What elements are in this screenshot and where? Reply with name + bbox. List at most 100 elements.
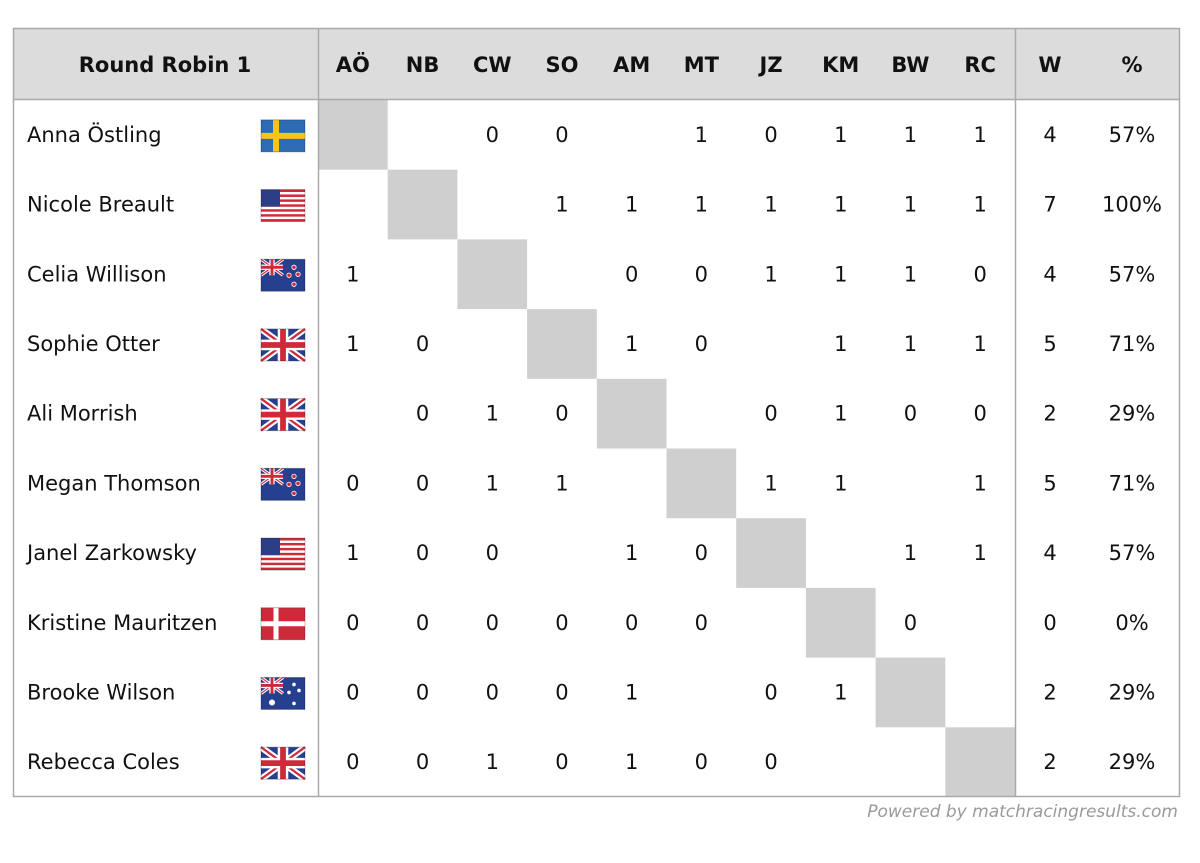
result-cell: 0 bbox=[346, 611, 359, 635]
result-cell: 0 bbox=[973, 262, 986, 286]
result-cell: 0 bbox=[416, 750, 429, 774]
result-cell: 1 bbox=[346, 332, 359, 356]
flag-shine bbox=[260, 119, 306, 153]
column-header: MT bbox=[684, 53, 720, 77]
result-cell: 0 bbox=[764, 123, 777, 147]
result-cell: 0 bbox=[555, 123, 568, 147]
result-cell: 1 bbox=[973, 332, 986, 356]
result-cell: 1 bbox=[695, 193, 708, 217]
result-cell: 0 bbox=[764, 750, 777, 774]
flag-star bbox=[291, 264, 297, 270]
flag-shine bbox=[260, 746, 306, 780]
result-cell: 1 bbox=[904, 262, 917, 286]
flag-star bbox=[269, 699, 275, 706]
percent-cell: 57% bbox=[1109, 541, 1156, 565]
flag-star bbox=[291, 473, 297, 479]
player-name: Kristine Mauritzen bbox=[27, 611, 217, 635]
self-cell bbox=[805, 587, 876, 658]
player-name: Nicole Breault bbox=[27, 193, 174, 217]
flag bbox=[260, 676, 306, 710]
player-name: Rebecca Coles bbox=[27, 750, 180, 774]
player-name: Sophie Otter bbox=[27, 332, 160, 356]
flag bbox=[260, 537, 306, 571]
flag bbox=[260, 607, 306, 641]
result-cell: 1 bbox=[973, 471, 986, 495]
result-cell: 1 bbox=[904, 332, 917, 356]
flag-stripe bbox=[261, 567, 305, 571]
result-cell: 1 bbox=[973, 123, 986, 147]
flag-canton bbox=[261, 538, 280, 556]
result-cell: 0 bbox=[625, 262, 638, 286]
percent-cell: 29% bbox=[1109, 680, 1156, 704]
result-cell: 0 bbox=[416, 611, 429, 635]
result-cell: 0 bbox=[904, 611, 917, 635]
flag-star bbox=[295, 271, 301, 277]
result-cell: 1 bbox=[904, 123, 917, 147]
flag-star bbox=[287, 690, 291, 695]
flag-shine bbox=[260, 676, 306, 710]
column-header: KM bbox=[822, 53, 859, 77]
result-cell: 0 bbox=[555, 680, 568, 704]
result-cell: 1 bbox=[834, 193, 847, 217]
wins-cell: 5 bbox=[1043, 471, 1056, 495]
flag bbox=[260, 467, 306, 501]
result-cell: 1 bbox=[834, 680, 847, 704]
flag-cross bbox=[261, 119, 305, 152]
flag bbox=[260, 257, 306, 292]
result-cell: 1 bbox=[834, 471, 847, 495]
result-cell: 1 bbox=[834, 402, 847, 426]
flag-cross-red bbox=[261, 677, 283, 694]
flag-cross-red bbox=[261, 259, 283, 276]
result-cell: 0 bbox=[416, 680, 429, 704]
footer: Powered by matchracingresults.com bbox=[867, 802, 1178, 822]
player-name: Ali Morrish bbox=[27, 402, 138, 426]
result-cell: 1 bbox=[904, 541, 917, 565]
wins-cell: 7 bbox=[1043, 193, 1056, 217]
player-name: Celia Willison bbox=[27, 262, 167, 286]
self-cell bbox=[457, 239, 528, 310]
flag-stripe bbox=[261, 552, 305, 556]
flag-canton bbox=[260, 257, 284, 277]
flag-stripe bbox=[261, 547, 305, 551]
flag-canton bbox=[261, 189, 280, 207]
flag-cross-red bbox=[261, 398, 305, 431]
flag-star bbox=[295, 480, 301, 486]
flag-star bbox=[292, 701, 296, 706]
wins-cell: 4 bbox=[1043, 123, 1056, 147]
flag-cross-red bbox=[261, 468, 283, 485]
percent-cell: 0% bbox=[1115, 611, 1148, 635]
flag bbox=[260, 119, 306, 153]
column-header: AM bbox=[613, 53, 650, 77]
self-cell bbox=[875, 657, 946, 728]
wins-cell: 0 bbox=[1043, 611, 1056, 635]
wins-cell: 2 bbox=[1043, 680, 1056, 704]
flag-shine bbox=[260, 607, 306, 641]
result-cell: 1 bbox=[625, 193, 638, 217]
flag-stripe bbox=[261, 562, 305, 566]
result-cell: 1 bbox=[486, 471, 499, 495]
flag-shine bbox=[260, 537, 306, 571]
result-cell: 0 bbox=[346, 750, 359, 774]
percent-header: % bbox=[1121, 53, 1142, 77]
result-cell: 1 bbox=[764, 193, 777, 217]
flag-stripe bbox=[261, 209, 305, 212]
result-cell: 1 bbox=[904, 193, 917, 217]
result-cell: 0 bbox=[486, 611, 499, 635]
result-cell: 1 bbox=[555, 193, 568, 217]
flag-star bbox=[291, 490, 297, 496]
column-header: CW bbox=[473, 53, 512, 77]
result-cell: 0 bbox=[695, 611, 708, 635]
result-cell: 0 bbox=[416, 541, 429, 565]
result-cell: 0 bbox=[416, 402, 429, 426]
flag-stripe bbox=[261, 214, 305, 217]
result-cell: 0 bbox=[973, 402, 986, 426]
column-header: BW bbox=[891, 53, 929, 77]
flag-star bbox=[297, 688, 301, 693]
result-cell: 0 bbox=[486, 123, 499, 147]
flag bbox=[259, 744, 307, 782]
percent-cell: 57% bbox=[1109, 262, 1156, 286]
self-cell bbox=[318, 100, 388, 170]
flag-stripe bbox=[261, 542, 305, 546]
result-cell: 1 bbox=[555, 471, 568, 495]
